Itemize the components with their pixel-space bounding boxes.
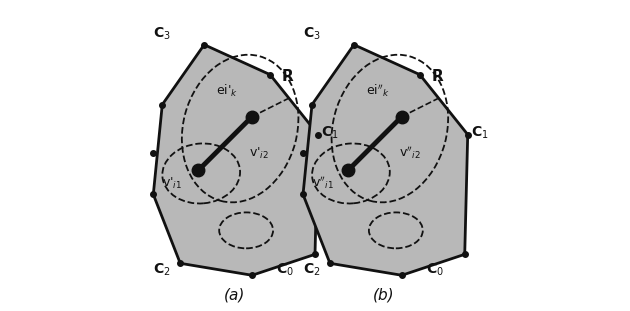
Text: (a): (a)	[224, 287, 245, 302]
Text: v$'_{i2}$: v$'_{i2}$	[249, 146, 269, 161]
Text: ei$''_k$: ei$''_k$	[366, 82, 390, 99]
Text: R: R	[432, 69, 444, 84]
Text: R: R	[282, 69, 294, 84]
Text: v$''_{i1}$: v$''_{i1}$	[312, 175, 334, 192]
Text: C$_2$: C$_2$	[303, 262, 321, 278]
Text: C$_1$: C$_1$	[321, 124, 338, 141]
Text: C$_3$: C$_3$	[303, 25, 321, 42]
Text: v$'_{i1}$: v$'_{i1}$	[163, 176, 183, 192]
Text: C$_2$: C$_2$	[153, 262, 171, 278]
Text: C$_0$: C$_0$	[276, 262, 294, 278]
Polygon shape	[303, 45, 467, 275]
Text: (b): (b)	[373, 287, 394, 302]
Text: C$_1$: C$_1$	[471, 124, 488, 141]
Text: C$_0$: C$_0$	[426, 262, 444, 278]
Text: v$''_{i2}$: v$''_{i2}$	[399, 145, 421, 161]
Polygon shape	[153, 45, 318, 275]
Text: C$_3$: C$_3$	[153, 25, 171, 42]
Text: ei$'_k$: ei$'_k$	[216, 82, 238, 99]
